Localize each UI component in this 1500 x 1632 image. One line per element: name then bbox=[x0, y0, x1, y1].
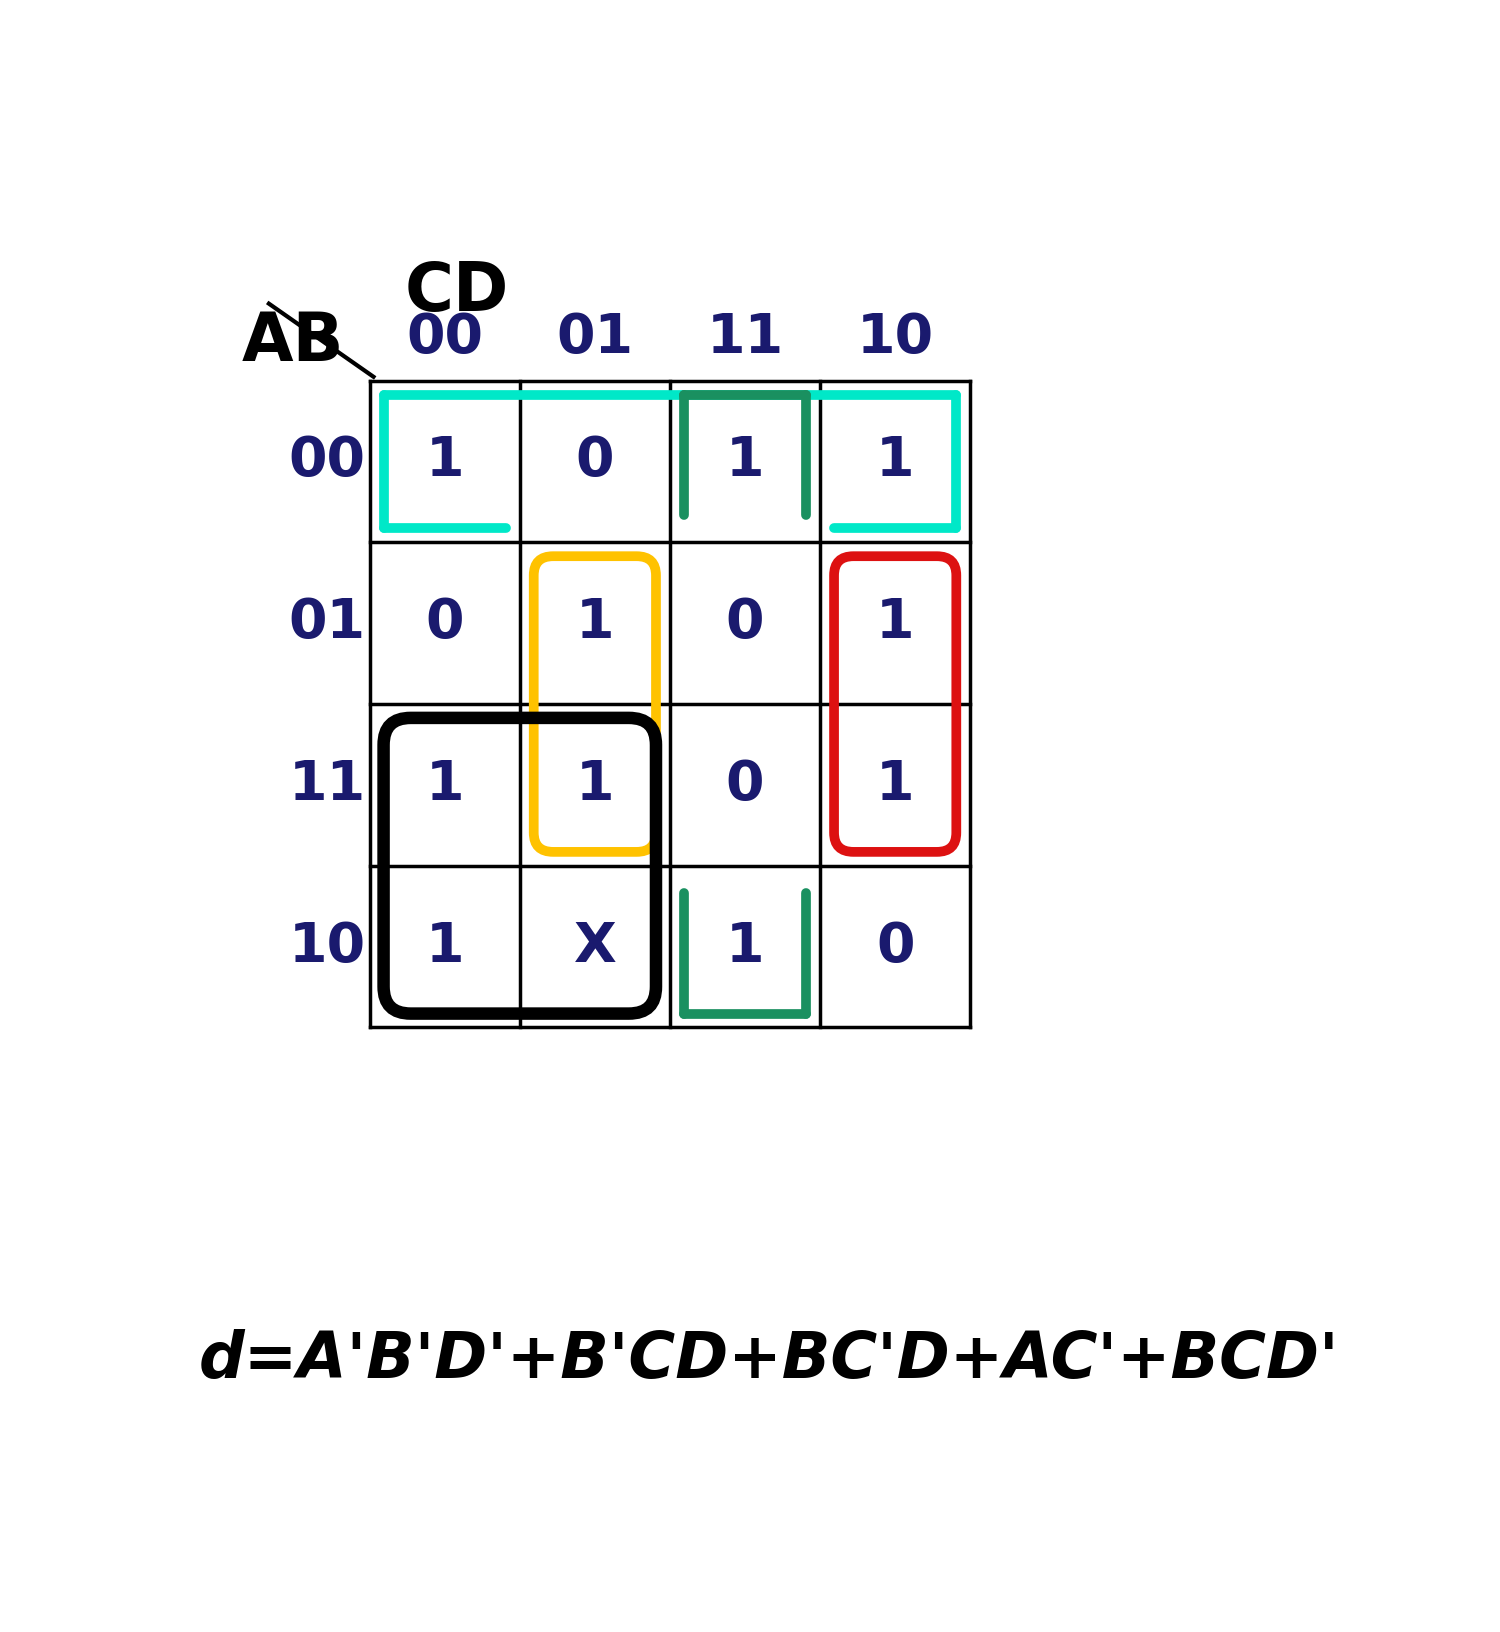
Text: 1: 1 bbox=[426, 757, 464, 811]
Text: 1: 1 bbox=[426, 919, 464, 974]
Text: 1: 1 bbox=[876, 434, 915, 488]
Text: CD: CD bbox=[405, 259, 508, 325]
Text: 10: 10 bbox=[856, 312, 933, 366]
Text: 0: 0 bbox=[726, 596, 765, 650]
Text: 0: 0 bbox=[426, 596, 464, 650]
Text: 1: 1 bbox=[876, 757, 915, 811]
Text: d=A'B'D'+B'CD+BC'D+AC'+BCD': d=A'B'D'+B'CD+BC'D+AC'+BCD' bbox=[198, 1328, 1340, 1390]
Text: 1: 1 bbox=[426, 434, 464, 488]
Text: 0: 0 bbox=[876, 919, 915, 974]
Text: 00: 00 bbox=[406, 312, 483, 366]
Text: 1: 1 bbox=[876, 596, 915, 650]
Text: 1: 1 bbox=[726, 919, 765, 974]
Text: X: X bbox=[573, 919, 616, 974]
Text: 11: 11 bbox=[706, 312, 783, 366]
Text: 1: 1 bbox=[576, 596, 614, 650]
Text: 11: 11 bbox=[288, 757, 366, 811]
Text: 00: 00 bbox=[288, 434, 366, 488]
Text: 0: 0 bbox=[726, 757, 765, 811]
Text: 1: 1 bbox=[576, 757, 614, 811]
Text: 0: 0 bbox=[576, 434, 614, 488]
Text: AB: AB bbox=[242, 308, 344, 375]
Text: 10: 10 bbox=[288, 919, 366, 974]
Text: 01: 01 bbox=[288, 596, 366, 650]
Text: 01: 01 bbox=[556, 312, 633, 366]
Text: 1: 1 bbox=[726, 434, 765, 488]
